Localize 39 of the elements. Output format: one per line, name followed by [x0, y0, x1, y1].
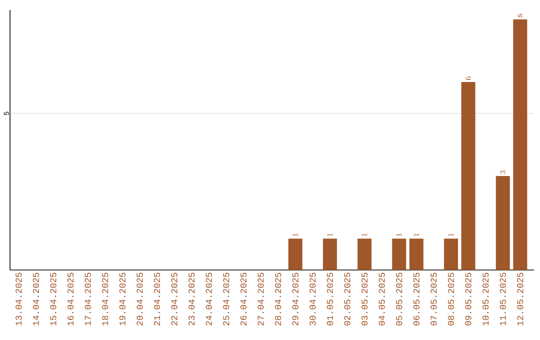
x-tick-label: 08.05.2025 [448, 272, 454, 326]
bar [444, 238, 458, 270]
x-tick-label: 16.04.2025 [67, 272, 74, 326]
x-tick-label: 05.05.2025 [396, 272, 402, 326]
x-tick-label: 10.05.2025 [482, 272, 489, 326]
bar [322, 238, 337, 270]
bar [513, 19, 528, 270]
x-tick-label: 24.04.2025 [206, 272, 212, 326]
x-tick-label: 21.04.2025 [154, 272, 160, 326]
x-tick-label: 27.04.2025 [258, 272, 264, 326]
bar [288, 238, 302, 270]
x-tick-label: 28.04.2025 [275, 272, 282, 326]
x-tick-label: 17.04.2025 [84, 272, 91, 326]
x-tick-label: 13.04.2025 [16, 272, 22, 326]
bar [496, 176, 510, 270]
x-tick-label: 06.05.2025 [413, 272, 420, 326]
x-tick-label: 01.05.2025 [326, 272, 333, 326]
bar [461, 82, 476, 270]
x-tick-label: 22.04.2025 [171, 272, 178, 326]
x-tick-label: 29.04.2025 [292, 272, 298, 326]
x-tick-label: 15.04.2025 [50, 272, 56, 326]
x-tick-label: 25.04.2025 [223, 272, 230, 326]
x-tick-label: 07.05.2025 [430, 272, 437, 326]
x-tick-label: 09.05.2025 [465, 272, 472, 326]
bar [358, 238, 372, 270]
bar [409, 238, 424, 270]
x-tick-label: 26.04.2025 [240, 272, 247, 326]
bar [392, 238, 406, 270]
x-tick-label: 20.04.2025 [136, 272, 143, 326]
x-tick-label: 04.05.2025 [378, 272, 385, 326]
x-tick-label: 19.04.2025 [119, 272, 126, 326]
x-tick-label: 02.05.2025 [344, 272, 350, 326]
x-tick-label: 11.05.2025 [500, 272, 506, 326]
x-tick-label: 18.04.2025 [102, 272, 108, 326]
x-tick-label: 30.04.2025 [310, 272, 316, 326]
x-tick-label: 12.05.2025 [517, 272, 524, 326]
x-tick-label: 23.04.2025 [188, 272, 195, 326]
x-tick-label: 14.04.2025 [32, 272, 39, 326]
x-tick-label: 03.05.2025 [361, 272, 368, 326]
